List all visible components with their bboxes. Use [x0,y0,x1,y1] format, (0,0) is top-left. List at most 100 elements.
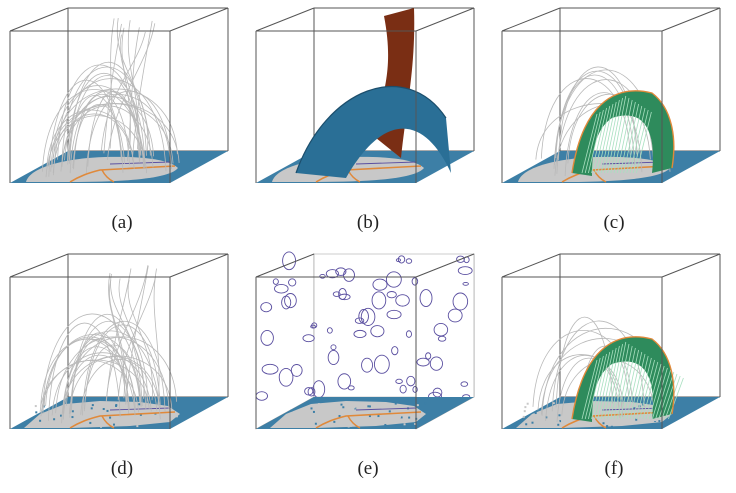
noise-pixel [305,409,308,412]
noise-pixel [523,410,526,413]
arch-stripe [597,349,614,420]
contour-line [355,407,417,411]
noise-pixel [398,415,401,418]
arch-stripe [584,357,601,420]
contour-blob [326,327,333,334]
field-line [84,324,161,412]
footprint-region [270,401,426,428]
noise-pixel [284,423,287,426]
noise-pixel [531,421,534,424]
contour-blob [416,357,430,367]
arch-stripe [623,349,639,420]
contour-blob [419,289,433,308]
box-edges [255,7,475,183]
noise-pixel [340,403,343,406]
arch-stripe [600,347,617,420]
field-line [70,320,147,414]
arch-stripe [626,105,643,174]
noise-pixel [524,406,527,409]
noise-pixel [136,425,139,428]
arch-rim [571,90,675,174]
arch-stripe [604,345,620,420]
contour-blob [397,255,406,264]
panel-b-figure [255,7,475,183]
arch-stripe [607,343,623,420]
arch-rim [571,336,675,420]
box-edge [9,253,69,278]
noise-pixel [314,422,317,425]
field-line [85,90,173,173]
contour-blob [457,266,473,276]
green-arch-surface [572,90,674,176]
contour-blob [337,373,352,390]
panel-e-figure [255,251,475,430]
field-line [51,352,152,416]
noise-pixel [558,414,561,417]
noise-pixel [610,425,613,428]
field-line [553,74,636,169]
contour-blob [330,344,337,351]
contour-blob [399,384,407,394]
arch-stripe [620,101,636,174]
contour-blob [347,385,355,391]
noise-pixel [78,405,81,408]
arch-stripe [581,359,598,420]
open-field-line [126,27,140,162]
contour-blob [260,302,273,313]
field-line [84,344,142,409]
noise-pixel [105,412,108,415]
contour-blob [288,278,297,287]
noise-pixel [384,423,387,426]
panel-e [255,251,480,454]
open-field-line [103,23,122,154]
contour-blob [302,334,315,343]
noise-pixel [109,416,112,419]
arch-stripe [636,357,652,420]
field-lines [39,265,177,424]
arch-edge [295,86,447,174]
noise-pixel [106,409,109,412]
noise-pixel [403,423,406,426]
field-line [567,93,651,164]
open-field-line [121,27,131,149]
noise-pixel [377,415,380,418]
panel-c-figure [501,7,721,183]
arch-stripe [597,103,614,174]
contour-blob [385,271,402,288]
contour-blob [460,381,469,387]
arch-stripe [632,355,649,420]
noise-pixel [347,425,350,428]
arch-stripe [639,359,655,420]
open-field-line [131,20,153,161]
noise-pixel [633,407,636,410]
noise-pixel [71,410,74,413]
noise-pixel [606,425,609,428]
open-field-line [116,17,149,151]
noise-pixel [153,419,156,422]
arch-stripe [581,113,598,174]
field-line [61,330,161,424]
arch-stripe [600,101,617,174]
noise-pixel [33,425,36,428]
contour-blob [386,309,402,320]
contour-blob [395,378,403,384]
box-edges [501,7,721,183]
noise-pixel [290,409,293,412]
noise-pixel [400,416,403,419]
noise-pixel [367,405,370,408]
noise-pixel [525,423,528,426]
arch-stripe [655,369,671,420]
contour-blob [462,282,469,286]
arch-stripe [588,355,604,420]
contour-blob [272,278,279,285]
noise-pixel [552,402,555,405]
noise-pixel [557,420,560,423]
noise-pixel [168,420,171,423]
arch-stripe [626,351,643,420]
arch-stripe [645,363,662,420]
contour-blob [319,274,326,279]
open-field-line [118,278,148,405]
open-field-line [109,279,128,403]
contour-blob [343,268,355,282]
box-edges [9,253,229,429]
